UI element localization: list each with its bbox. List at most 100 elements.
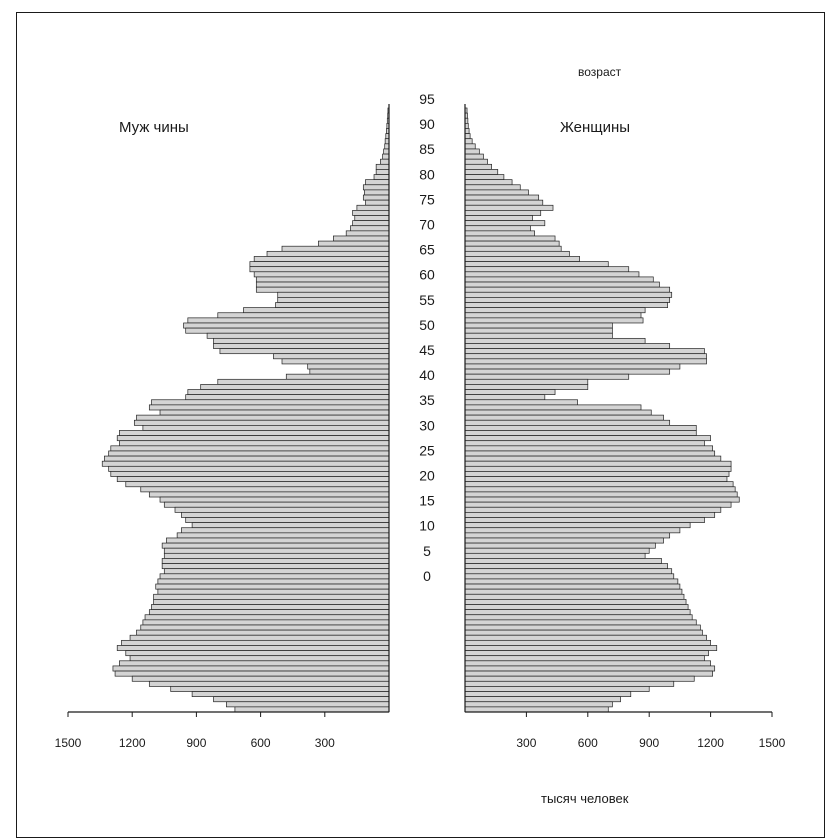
male-bar (157, 578, 390, 585)
female-bar (464, 363, 681, 370)
male-bar (161, 558, 390, 564)
female-bar (464, 706, 609, 713)
female-bar (464, 604, 689, 610)
female-panel-label: Женщины (560, 119, 630, 136)
male-bar (112, 665, 390, 672)
female-bar (464, 547, 650, 554)
male-bar (249, 261, 390, 268)
male-bar (119, 440, 390, 447)
age-tick-label: 25 (419, 442, 435, 458)
female-bar (464, 353, 707, 360)
female-bar (464, 573, 675, 580)
female-bar (464, 250, 570, 257)
male-bar (136, 629, 390, 636)
female-bar (464, 532, 671, 539)
female-bar (464, 348, 705, 355)
age-tick-label: 35 (419, 392, 435, 408)
female-bar (464, 194, 540, 201)
male-bar (383, 148, 390, 155)
female-bar (464, 235, 556, 242)
male-bar (187, 317, 390, 324)
male-bar (170, 686, 390, 692)
male-x-tick-label: 900 (186, 736, 206, 750)
female-bar (464, 512, 716, 518)
female-bar (464, 440, 705, 447)
female-bar (464, 332, 613, 339)
male-bar (159, 573, 390, 580)
age-tick-label: 55 (419, 292, 435, 308)
female-bar (464, 327, 613, 334)
male-bar (176, 532, 390, 539)
male-bar (153, 593, 390, 600)
male-bar (163, 568, 390, 575)
male-bar (255, 281, 390, 288)
male-bar (148, 680, 390, 687)
female-x-tick-label: 600 (578, 736, 598, 750)
male-bar (333, 235, 390, 242)
male-bar (226, 701, 390, 708)
female-bar (464, 373, 630, 380)
female-bar (464, 256, 580, 262)
male-bar (382, 153, 390, 160)
female-bar (464, 138, 473, 145)
female-bar (464, 691, 632, 698)
female-bar (464, 624, 701, 631)
male-x-tick-label: 600 (251, 736, 271, 750)
male-bar (375, 163, 390, 170)
age-tick-label: 85 (419, 141, 435, 157)
female-bar (464, 230, 535, 237)
male-x-tick-label: 1200 (119, 736, 146, 750)
female-bar (464, 210, 542, 216)
age-tick-label: 60 (419, 267, 435, 283)
female-bar (464, 225, 531, 232)
male-bar (281, 245, 390, 252)
female-bar (464, 501, 732, 508)
male-bar (213, 337, 390, 344)
male-bar (129, 655, 390, 662)
male-bar (140, 624, 390, 631)
female-bar (464, 148, 480, 155)
female-bar (464, 701, 613, 708)
male-bar (200, 384, 390, 390)
male-bar (266, 250, 390, 257)
female-bar (464, 215, 533, 221)
male-bar (104, 455, 390, 462)
age-tick-label: 5 (423, 543, 431, 559)
female-bar (464, 471, 730, 477)
male-bar (255, 286, 390, 293)
age-tick-label: 30 (419, 417, 435, 433)
male-bar (148, 609, 390, 616)
male-bar (352, 210, 390, 216)
female-bar (464, 445, 713, 452)
female-bar (464, 670, 713, 677)
male-x-tick-label: 1500 (55, 736, 82, 750)
age-tick-label: 10 (419, 518, 435, 534)
male-bar (191, 691, 390, 698)
male-bar (110, 445, 390, 452)
male-bar (144, 614, 390, 621)
male-bar (277, 297, 390, 303)
male-bar (142, 619, 390, 626)
male-bar (108, 450, 390, 457)
female-bar (464, 419, 671, 426)
female-bar (464, 655, 705, 662)
female-bar (464, 317, 644, 324)
female-bar (464, 307, 646, 314)
male-bar (155, 583, 390, 590)
age-tick-label: 80 (419, 166, 435, 182)
ticks-group: 1500 1200 900 600 300 300 600 900 1200 1500959085… (55, 91, 786, 750)
male-bar (249, 266, 390, 273)
female-bar (464, 476, 728, 483)
female-bar (464, 527, 681, 534)
age-tick-label: 0 (423, 568, 431, 584)
male-bar (206, 332, 390, 339)
age-tick-label: 65 (419, 242, 435, 258)
male-bar (365, 199, 390, 206)
male-bar (285, 373, 390, 380)
male-bar (219, 348, 390, 355)
male-bar (217, 378, 390, 385)
male-bar (148, 404, 390, 411)
male-bar (350, 225, 390, 232)
female-bar (464, 128, 470, 134)
